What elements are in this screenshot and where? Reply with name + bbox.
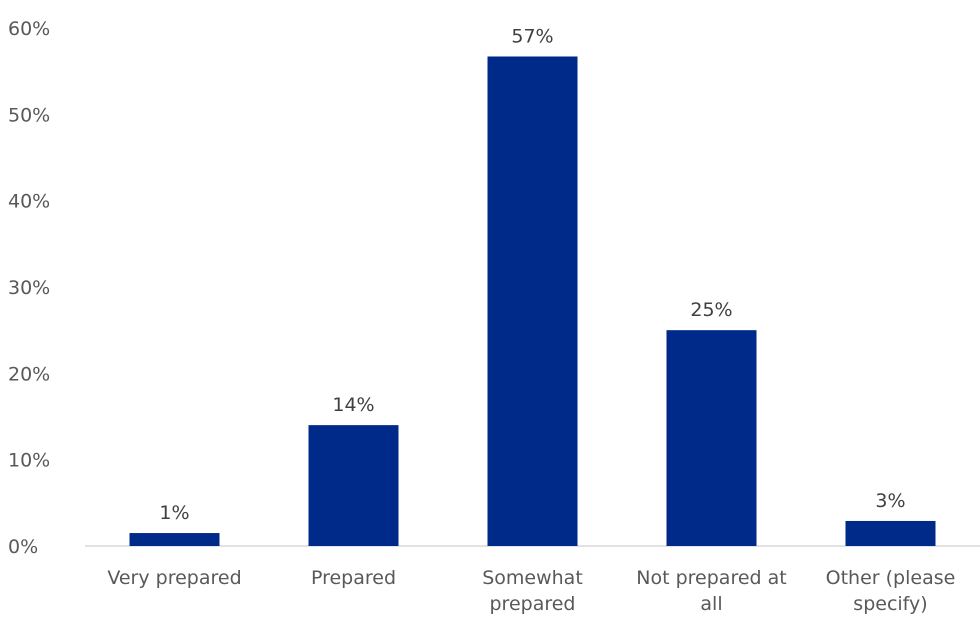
data-label: 1% — [159, 502, 189, 524]
category-label: Prepared — [311, 567, 396, 589]
data-label: 3% — [875, 490, 905, 512]
y-axis-ticks: 0% 10% 20% 30% 40% 50% 60% — [8, 18, 50, 558]
y-tick-label: 60% — [8, 18, 50, 40]
category-label: Other (please specify) — [826, 567, 956, 615]
category-label: Not prepared at all — [636, 567, 786, 615]
data-label: 14% — [332, 394, 374, 416]
y-tick-label: 30% — [8, 277, 50, 299]
bar — [845, 520, 936, 546]
category-label: Somewhat prepared — [482, 567, 583, 615]
bar — [308, 425, 399, 546]
bar — [487, 56, 578, 547]
y-tick-label: 20% — [8, 363, 50, 385]
y-tick-label: 0% — [8, 536, 38, 558]
bar — [129, 533, 220, 546]
y-tick-label: 10% — [8, 450, 50, 472]
bar — [666, 330, 757, 546]
y-tick-label: 40% — [8, 191, 50, 213]
category-label: Very prepared — [107, 567, 241, 589]
data-label: 57% — [511, 25, 553, 47]
y-tick-label: 50% — [8, 104, 50, 126]
category-labels: Very prepared Prepared Somewhat prepared Not… — [107, 567, 955, 615]
data-label: 25% — [690, 299, 732, 321]
bars — [129, 56, 936, 547]
data-labels: 1% 14% 57% 25% 3% — [159, 25, 905, 524]
